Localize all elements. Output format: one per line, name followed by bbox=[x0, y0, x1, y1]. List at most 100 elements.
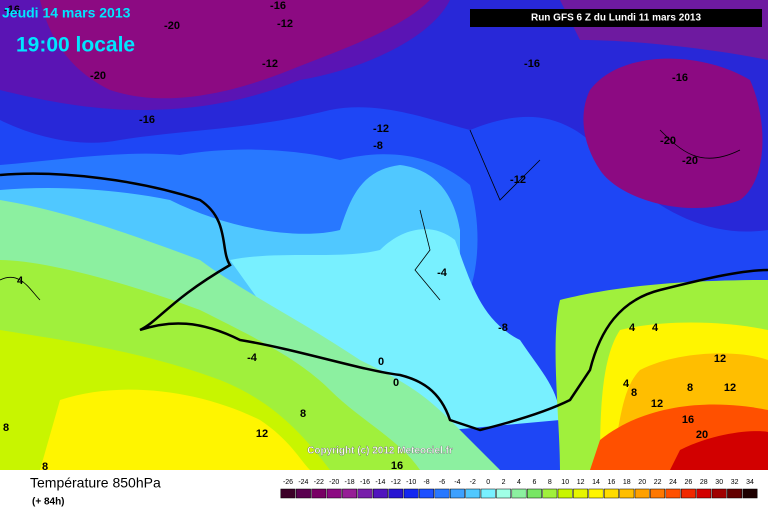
colorbar: -26 -24 -22 -20 -18 -16 -14 -12 -10 -8 -6 -4 -2 0 2 4 6 8… bbox=[280, 479, 758, 499]
colorbar-swatch bbox=[588, 488, 604, 499]
run-info: Run GFS 6 Z du Lundi 11 mars 2013 bbox=[531, 13, 701, 24]
colorbar-swatch bbox=[526, 488, 542, 499]
colorbar-swatch bbox=[557, 488, 573, 499]
contour-label: -16 bbox=[672, 72, 688, 84]
contour-label: 8 bbox=[42, 461, 48, 473]
colorbar-label: -16 bbox=[360, 479, 370, 486]
colorbar-swatch bbox=[357, 488, 373, 499]
forecast-lead: (+ 84h) bbox=[32, 497, 65, 508]
colorbar-label: 12 bbox=[577, 479, 585, 486]
colorbar-label: -10 bbox=[406, 479, 416, 486]
colorbar-swatch bbox=[573, 488, 589, 499]
colorbar-swatch bbox=[372, 488, 388, 499]
contour-label: 4 bbox=[17, 275, 24, 287]
contour-label: 12 bbox=[651, 398, 663, 410]
contour-label: 12 bbox=[714, 353, 726, 365]
contour-label: -8 bbox=[498, 322, 508, 334]
colorbar-swatch bbox=[403, 488, 419, 499]
colorbar-swatch bbox=[465, 488, 481, 499]
colorbar-label: 16 bbox=[608, 479, 616, 486]
colorbar-label: 18 bbox=[623, 479, 631, 486]
colorbar-swatch bbox=[511, 488, 527, 499]
footer-title: Température 850hPa bbox=[30, 475, 161, 491]
colorbar-label: 28 bbox=[700, 479, 708, 486]
contour-label: -8 bbox=[373, 140, 383, 152]
colorbar-swatch bbox=[665, 488, 681, 499]
colorbar-swatch bbox=[342, 488, 358, 499]
contour-label: -16 bbox=[270, 0, 286, 12]
colorbar-label: 24 bbox=[669, 479, 677, 486]
colorbar-label: 22 bbox=[654, 479, 662, 486]
contour-label: -20 bbox=[660, 135, 676, 147]
contour-label: 8 bbox=[3, 422, 9, 434]
colorbar-label: 26 bbox=[685, 479, 693, 486]
contour-label: -16 bbox=[4, 4, 20, 16]
contour-label: 4 bbox=[629, 322, 636, 334]
contour-label: 16 bbox=[682, 414, 694, 426]
colorbar-swatch bbox=[280, 488, 296, 499]
colorbar-swatch bbox=[311, 488, 327, 499]
colorbar-swatch bbox=[480, 488, 496, 499]
contour-label: 8 bbox=[300, 408, 306, 420]
contour-label: 0 bbox=[378, 356, 384, 368]
colorbar-label: 4 bbox=[517, 479, 521, 486]
local-time: 19:00 locale bbox=[16, 34, 135, 57]
colorbar-swatch bbox=[603, 488, 619, 499]
colorbar-label: 10 bbox=[561, 479, 569, 486]
copyright: Copyright (c) 2012 Meteociel.fr bbox=[307, 446, 453, 457]
contour-label: -16 bbox=[139, 114, 155, 126]
contour-label: 12 bbox=[256, 428, 268, 440]
contour-label: 8 bbox=[687, 382, 693, 394]
colorbar-swatch bbox=[434, 488, 450, 499]
contour-label: -4 bbox=[247, 352, 258, 364]
colorbar-swatch bbox=[295, 488, 311, 499]
contour-label: -12 bbox=[373, 123, 389, 135]
colorbar-label: 8 bbox=[548, 479, 552, 486]
colorbar-label: 14 bbox=[592, 479, 600, 486]
colorbar-label: 6 bbox=[532, 479, 536, 486]
colorbar-swatch bbox=[326, 488, 342, 499]
date: Jeudi 14 mars 2013 bbox=[2, 5, 131, 21]
colorbar-label: 0 bbox=[486, 479, 490, 486]
colorbar-label: -4 bbox=[454, 479, 460, 486]
contour-label: 16 bbox=[391, 460, 403, 472]
contour-label: -12 bbox=[262, 58, 278, 70]
colorbar-label: -20 bbox=[329, 479, 339, 486]
colorbar-label: -12 bbox=[391, 479, 401, 486]
contour-label: -4 bbox=[437, 267, 448, 279]
colorbar-swatch bbox=[742, 488, 758, 499]
colorbar-label: -24 bbox=[298, 479, 308, 486]
contour-label: 0 bbox=[393, 377, 399, 389]
contour-label: 8 bbox=[631, 387, 637, 399]
colorbar-label: 30 bbox=[715, 479, 723, 486]
colorbar-label: 20 bbox=[638, 479, 646, 486]
colorbar-swatch bbox=[634, 488, 650, 499]
contour-label: 20 bbox=[696, 429, 708, 441]
colorbar-label: -2 bbox=[470, 479, 476, 486]
contour-label: 4 bbox=[623, 378, 630, 390]
contour-label: -12 bbox=[510, 174, 526, 186]
colorbar-label: -14 bbox=[375, 479, 385, 486]
contour-labels: -16 -20 -16 -12 -20 -12 -16 -12 -8 -16 -16 -20 -20 -1… bbox=[3, 0, 736, 473]
colorbar-swatch bbox=[696, 488, 712, 499]
contour-label: -16 bbox=[524, 58, 540, 70]
colorbar-swatch bbox=[680, 488, 696, 499]
colorbar-label: 34 bbox=[746, 479, 754, 486]
colorbar-swatch bbox=[449, 488, 465, 499]
colorbar-swatch bbox=[619, 488, 635, 499]
temperature-field bbox=[0, 0, 768, 470]
contour-label: -12 bbox=[277, 18, 293, 30]
contour-label: -20 bbox=[164, 20, 180, 32]
colorbar-swatch bbox=[388, 488, 404, 499]
colorbar-swatch bbox=[419, 488, 435, 499]
contour-label: -20 bbox=[90, 70, 106, 82]
colorbar-label: 32 bbox=[731, 479, 739, 486]
colorbar-swatch bbox=[496, 488, 512, 499]
colorbar-label: -18 bbox=[345, 479, 355, 486]
colorbar-label: -8 bbox=[423, 479, 429, 486]
colorbar-label: -6 bbox=[439, 479, 445, 486]
colorbar-label: -26 bbox=[283, 479, 293, 486]
contour-label: 12 bbox=[724, 382, 736, 394]
